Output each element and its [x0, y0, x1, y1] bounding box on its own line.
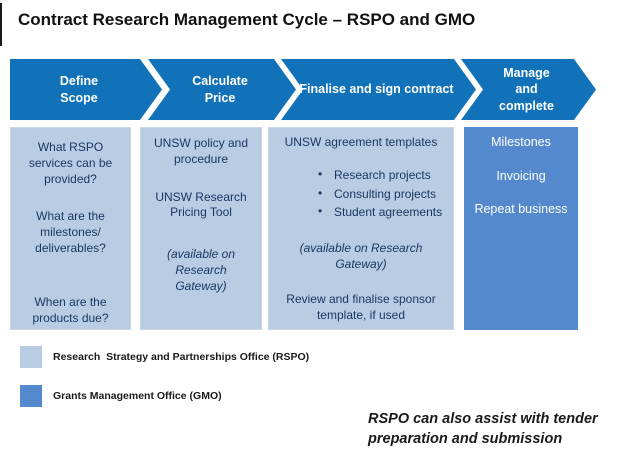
process-step-label: Manage and complete: [499, 65, 554, 114]
calculate-price-box: UNSW policy and procedure UNSW Research …: [140, 127, 262, 330]
label-line: Manage: [503, 66, 550, 81]
availability-note: (available on Research Gateway): [166, 247, 236, 293]
label-line: Scope: [60, 90, 98, 105]
box-paragraph: What RSPO services can be provided?: [28, 140, 113, 186]
legend-label: Research Strategy and Partnerships Offic…: [53, 351, 310, 363]
label-line: Finalise and sign contract: [299, 82, 454, 97]
process-step-label: Finalise and sign contract: [299, 81, 453, 97]
box-paragraph: Milestones: [491, 135, 551, 149]
label-line: and: [515, 82, 538, 97]
process-step-finalise-sign-contract: Finalise and sign contract: [281, 59, 476, 120]
legend-item-rspo: Research Strategy and Partnerships Offic…: [20, 346, 309, 368]
box-paragraph: UNSW Research Pricing Tool: [155, 189, 247, 220]
label-line: Calculate: [192, 74, 248, 89]
define-scope-box: What RSPO services can be provided? What…: [10, 127, 131, 330]
left-edge-mark: [0, 3, 2, 46]
legend-label: Grants Management Office (GMO): [53, 390, 222, 402]
box-paragraph: Review and finalise sponsor template, if…: [286, 291, 436, 322]
box-paragraph: When are the products due?: [32, 294, 109, 325]
box-paragraph: Invoicing: [496, 168, 546, 183]
label-line: Price: [204, 90, 236, 105]
label-line: Define: [59, 74, 99, 89]
list-item: Student agreements: [318, 204, 446, 221]
page-title: Contract Research Management Cycle – RSP…: [18, 10, 476, 29]
label-line: complete: [499, 98, 554, 113]
process-step-calculate-price: Calculate Price: [148, 59, 296, 120]
process-step-define-scope: Define Scope: [10, 59, 162, 120]
box-paragraph: UNSW policy and procedure: [153, 136, 249, 166]
box-heading: UNSW agreement templates: [284, 135, 438, 149]
list-item: Consulting projects: [318, 186, 446, 203]
list-item: Research projects: [318, 167, 446, 184]
finalise-contract-box: UNSW agreement templates Research projec…: [268, 127, 454, 330]
manage-complete-box: Milestones Invoicing Repeat business: [464, 127, 578, 330]
gmo-color-swatch: [20, 385, 42, 407]
agreement-templates-list: Research projects Consulting projects St…: [276, 167, 446, 221]
availability-note: (available on Research Gateway): [299, 241, 423, 272]
legend-item-gmo: Grants Management Office (GMO): [20, 385, 222, 407]
process-step-label: Define Scope: [60, 73, 98, 106]
footnote: RSPO can also assist with tender prepara…: [368, 411, 598, 447]
process-step-manage-complete: Manage and complete: [461, 59, 596, 120]
box-paragraph: What are the milestones/ deliverables?: [35, 209, 106, 256]
rspo-color-swatch: [20, 346, 42, 368]
process-step-label: Calculate Price: [192, 73, 248, 106]
box-paragraph: Repeat business: [474, 202, 568, 216]
